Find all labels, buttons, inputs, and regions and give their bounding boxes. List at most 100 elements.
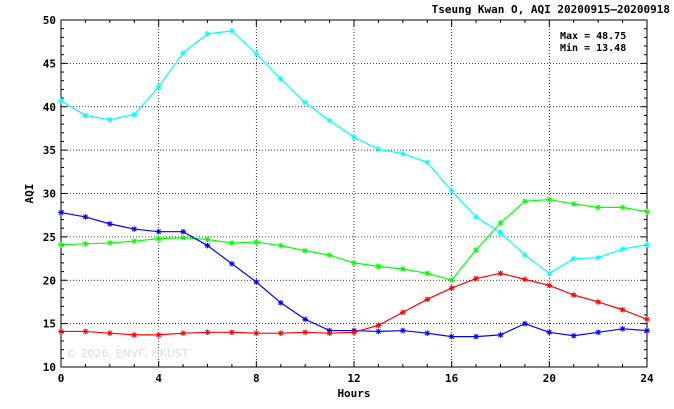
data-point — [253, 239, 260, 245]
y-tick-label: 10 — [43, 361, 56, 374]
data-point — [400, 309, 406, 316]
data-point — [595, 254, 601, 261]
y-tick-label: 25 — [43, 231, 56, 244]
data-point — [522, 252, 528, 258]
data-point — [473, 214, 479, 220]
data-point — [229, 28, 235, 34]
series-layer — [58, 28, 650, 340]
x-tick-label: 8 — [253, 372, 260, 385]
data-point — [400, 266, 406, 272]
x-tick-label: 16 — [445, 372, 459, 385]
data-point — [400, 150, 406, 157]
data-point — [448, 277, 455, 284]
data-point — [424, 159, 431, 166]
data-point — [204, 236, 211, 243]
data-point — [277, 76, 284, 82]
data-point — [229, 260, 235, 267]
data-point — [400, 327, 406, 334]
max-stat-label: Max = 48.75 — [560, 31, 626, 42]
x-tick-label: 0 — [58, 372, 65, 385]
data-point — [131, 238, 138, 245]
data-point — [326, 330, 333, 336]
data-point — [375, 263, 382, 270]
data-point — [497, 332, 504, 338]
data-point — [253, 279, 260, 285]
data-point — [155, 235, 162, 242]
series-line-4 — [61, 272, 648, 336]
data-point — [570, 332, 577, 339]
data-point — [253, 330, 260, 336]
data-point — [375, 328, 382, 335]
series-line-3 — [60, 211, 648, 338]
data-point — [595, 299, 601, 305]
data-point — [58, 97, 64, 104]
y-tick-label: 30 — [43, 188, 56, 201]
data-point — [522, 198, 528, 205]
data-point — [107, 116, 113, 123]
x-tick-label: 12 — [347, 372, 360, 385]
data-point — [595, 329, 601, 336]
data-point — [155, 83, 162, 90]
data-point — [58, 328, 64, 335]
data-point — [644, 316, 650, 323]
data-point — [82, 112, 89, 119]
data-point — [644, 327, 650, 334]
data-point — [229, 240, 235, 246]
data-point — [58, 209, 64, 216]
data-point — [448, 188, 455, 194]
y-tick-label: 20 — [43, 274, 56, 287]
chart-title: Tseung Kwan O, AQI 20200915—20200918 — [432, 3, 670, 16]
data-point — [473, 333, 479, 340]
data-point — [351, 329, 357, 336]
data-point — [448, 333, 455, 340]
data-point — [619, 204, 626, 211]
data-point — [424, 296, 431, 303]
watermark: © 2026, ENVF, HKUST — [66, 347, 189, 360]
data-point — [180, 234, 186, 241]
x-tick-label: 24 — [640, 372, 654, 385]
data-point — [424, 270, 431, 277]
data-point — [497, 220, 504, 226]
data-point — [180, 50, 186, 56]
data-point — [131, 226, 138, 232]
data-point — [570, 255, 577, 262]
data-point — [155, 228, 162, 235]
data-point — [619, 246, 626, 252]
data-point — [375, 146, 382, 153]
data-point — [302, 247, 308, 254]
y-tick-label: 50 — [43, 14, 56, 27]
data-point — [204, 31, 211, 37]
x-tick-label: 20 — [543, 372, 556, 385]
data-point — [58, 241, 64, 248]
data-point — [644, 241, 650, 248]
data-point — [546, 282, 553, 289]
data-point — [131, 111, 138, 118]
data-point — [570, 292, 577, 298]
data-point — [155, 332, 162, 338]
data-point — [424, 330, 431, 336]
x-axis-label: Hours — [337, 387, 370, 400]
data-point — [277, 300, 284, 306]
data-point — [546, 329, 553, 336]
data-point — [180, 330, 186, 336]
data-point — [302, 329, 308, 336]
data-point — [253, 51, 260, 57]
y-tick-label: 45 — [43, 57, 56, 70]
data-point — [107, 221, 113, 227]
data-point — [229, 329, 235, 336]
data-point — [326, 252, 333, 258]
x-axis-ticks: 0 4 8 12 16 20 24 — [58, 20, 654, 385]
data-point — [570, 201, 577, 207]
data-point — [522, 320, 528, 327]
y-tick-label: 35 — [43, 144, 56, 157]
data-point — [131, 332, 138, 338]
data-point — [546, 196, 553, 203]
data-point — [497, 270, 504, 277]
data-point — [546, 270, 553, 277]
data-point — [180, 228, 186, 235]
data-point — [277, 242, 284, 249]
data-point — [326, 117, 333, 124]
x-tick-label: 4 — [155, 372, 162, 385]
data-point — [375, 322, 382, 329]
min-stat-label: Min = 13.48 — [560, 42, 626, 54]
